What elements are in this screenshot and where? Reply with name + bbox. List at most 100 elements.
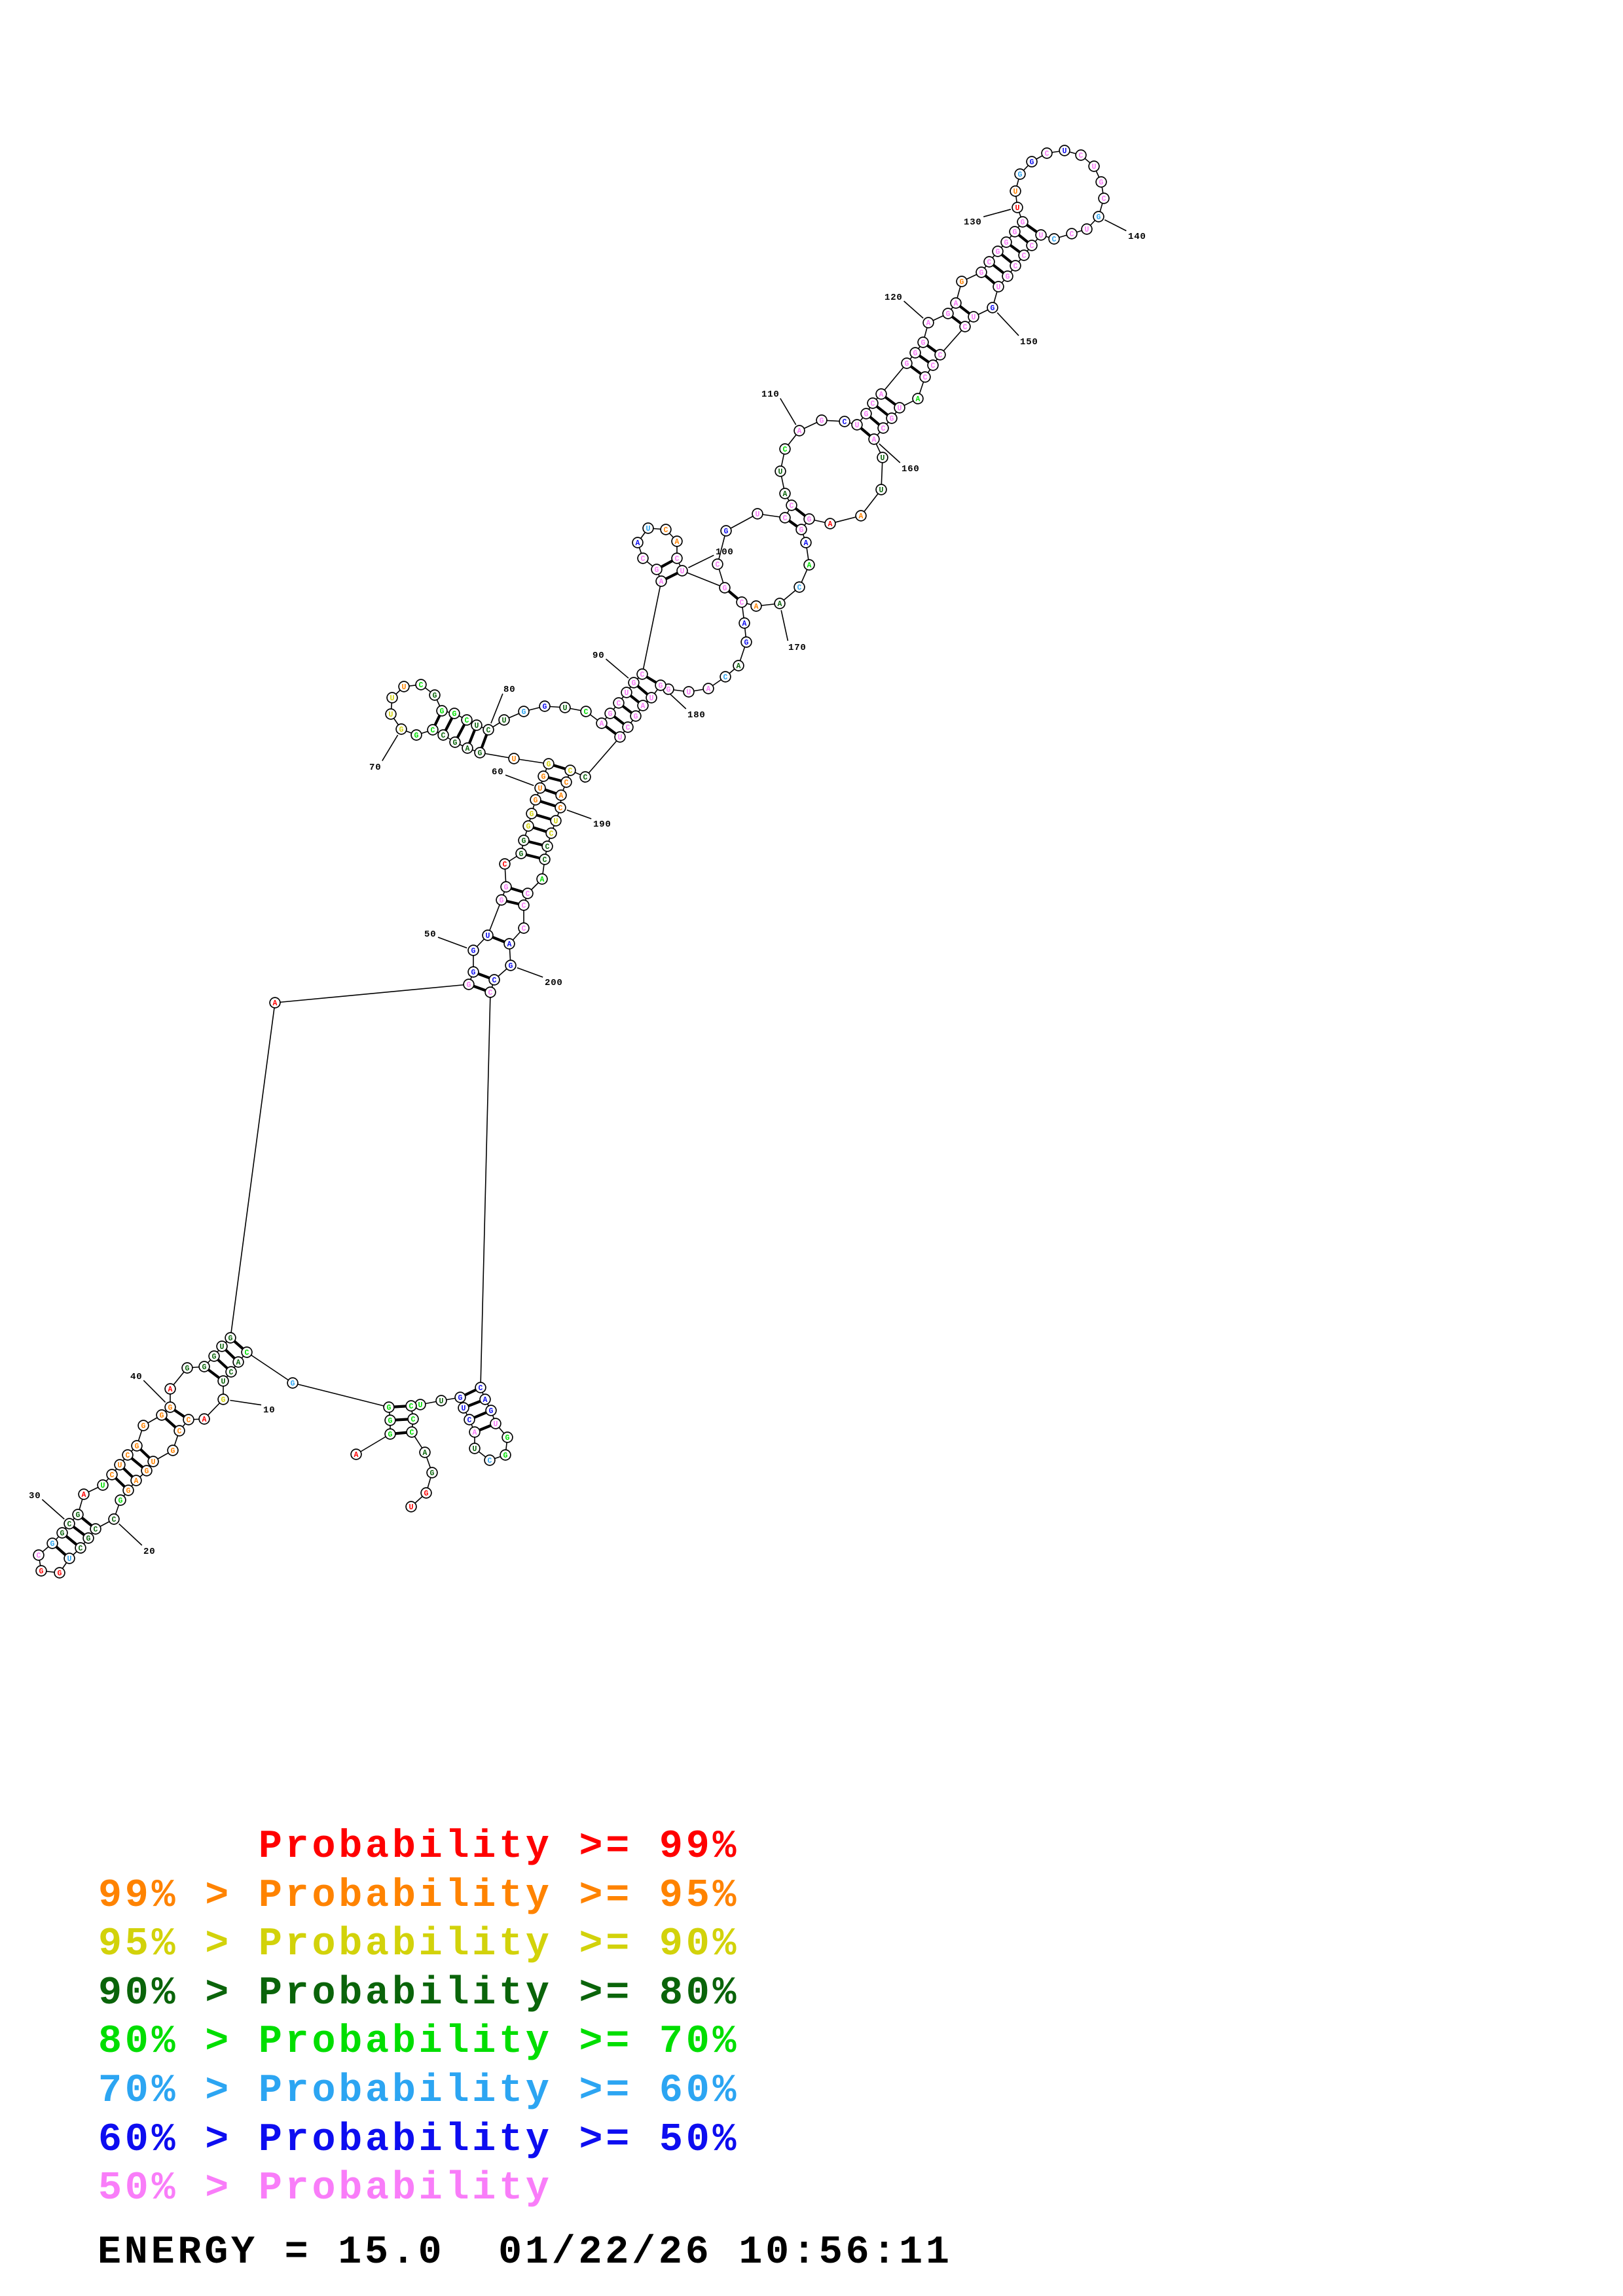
svg-text:190: 190 — [593, 819, 611, 830]
svg-text:G: G — [414, 732, 419, 740]
svg-text:90% > Probability >= 80%: 90% > Probability >= 80% — [98, 1971, 739, 2016]
svg-text:U: U — [221, 1378, 226, 1386]
svg-text:G: G — [291, 1380, 295, 1388]
svg-text:G: G — [433, 692, 437, 700]
svg-text:180: 180 — [687, 710, 706, 721]
svg-text:U: U — [680, 567, 685, 576]
svg-text:G: G — [185, 1365, 190, 1373]
svg-text:130: 130 — [964, 217, 982, 228]
svg-text:C: C — [112, 1516, 117, 1524]
svg-text:C: C — [1102, 195, 1106, 204]
svg-text:C: C — [675, 555, 680, 564]
svg-text:A: A — [483, 1396, 488, 1405]
svg-text:C: C — [987, 259, 992, 267]
svg-text:U: U — [512, 755, 517, 764]
svg-text:90: 90 — [593, 651, 604, 661]
svg-text:G: G — [530, 810, 534, 819]
svg-text:C: C — [229, 1369, 234, 1377]
svg-text:70: 70 — [369, 762, 381, 773]
svg-text:A: A — [783, 490, 788, 499]
svg-text:A: A — [600, 720, 604, 728]
svg-text:C: C — [568, 767, 573, 776]
svg-text:A: A — [82, 1491, 86, 1499]
svg-text:60: 60 — [492, 767, 503, 778]
svg-text:G: G — [979, 269, 984, 278]
svg-text:G: G — [500, 897, 504, 905]
svg-text:U: U — [502, 717, 507, 725]
svg-text:C: C — [503, 861, 507, 869]
svg-text:C: C — [492, 977, 497, 985]
svg-text:80% > Probability >= 70%: 80% > Probability >= 70% — [98, 2020, 739, 2064]
svg-text:G: G — [453, 739, 458, 747]
svg-text:G: G — [50, 1540, 55, 1549]
svg-text:G: G — [145, 1467, 149, 1476]
svg-text:U: U — [418, 1401, 423, 1410]
svg-text:G: G — [744, 639, 749, 647]
svg-text:G: G — [921, 339, 926, 348]
svg-text:50: 50 — [424, 929, 436, 940]
svg-text:U: U — [756, 511, 760, 519]
svg-text:A: A — [859, 512, 864, 521]
svg-text:C: C — [664, 526, 668, 535]
svg-text:G: G — [471, 947, 476, 956]
svg-text:C: C — [419, 681, 424, 690]
svg-text:C: C — [543, 856, 547, 865]
svg-text:G: G — [634, 713, 638, 721]
svg-text:C: C — [522, 925, 526, 933]
svg-text:A: A — [659, 578, 664, 586]
svg-text:C: C — [1030, 242, 1034, 251]
svg-text:G: G — [960, 278, 964, 287]
svg-text:U: U — [996, 283, 1001, 292]
svg-text:99% > Probability >= 95%: 99% > Probability >= 95% — [98, 1874, 739, 1918]
svg-text:G: G — [478, 749, 483, 758]
svg-text:U: U — [1015, 204, 1020, 213]
svg-text:G: G — [519, 850, 524, 859]
svg-text:C: C — [79, 1545, 83, 1553]
svg-text:C: C — [1052, 236, 1057, 244]
svg-text:U: U — [390, 694, 395, 703]
svg-text:G: G — [86, 1535, 91, 1543]
svg-text:A: A — [916, 395, 921, 404]
svg-text:A: A — [465, 745, 470, 753]
svg-text:U: U — [475, 722, 479, 730]
svg-text:C: C — [467, 1416, 472, 1425]
svg-text:C: C — [1079, 152, 1084, 160]
svg-text:C: C — [177, 1427, 182, 1436]
svg-text:G: G — [724, 528, 729, 536]
svg-text:G: G — [608, 710, 613, 719]
svg-text:C: C — [67, 1520, 72, 1529]
svg-text:G: G — [547, 761, 551, 769]
svg-text:G: G — [504, 884, 509, 892]
svg-text:G: G — [60, 1530, 65, 1538]
svg-text:C: C — [522, 902, 526, 910]
svg-text:G: G — [171, 1447, 175, 1456]
svg-text:C: C — [94, 1526, 98, 1534]
svg-text:G: G — [526, 823, 531, 831]
svg-text:G: G — [913, 350, 918, 358]
svg-text:A: A — [706, 685, 711, 694]
svg-text:C: C — [1070, 230, 1074, 239]
svg-text:U: U — [563, 704, 568, 713]
svg-text:ENERGY = 15.0 01/22/26 10:56:: ENERGY = 15.0 01/22/26 10:56:11 — [98, 2231, 953, 2275]
svg-text:U: U — [118, 1462, 122, 1470]
svg-text:U: U — [409, 1503, 414, 1512]
svg-text:20: 20 — [143, 1547, 155, 1557]
svg-text:200: 200 — [545, 978, 563, 988]
svg-text:U: U — [778, 468, 783, 476]
svg-text:G: G — [452, 710, 457, 719]
svg-text:G: G — [905, 360, 909, 368]
svg-text:G: G — [509, 962, 513, 971]
svg-text:G: G — [991, 304, 995, 313]
svg-text:C: C — [411, 1416, 416, 1424]
svg-text:G: G — [387, 1404, 392, 1412]
svg-text:U: U — [855, 422, 860, 430]
svg-text:G: G — [399, 726, 404, 734]
svg-text:C: C — [465, 717, 469, 725]
svg-text:G: G — [1004, 239, 1009, 247]
svg-text:G: G — [505, 1434, 510, 1443]
svg-text:A: A — [754, 603, 759, 611]
svg-text:A: A — [926, 319, 931, 328]
svg-text:U: U — [972, 314, 976, 322]
svg-text:U: U — [220, 1343, 225, 1352]
svg-text:C: C — [963, 323, 968, 332]
